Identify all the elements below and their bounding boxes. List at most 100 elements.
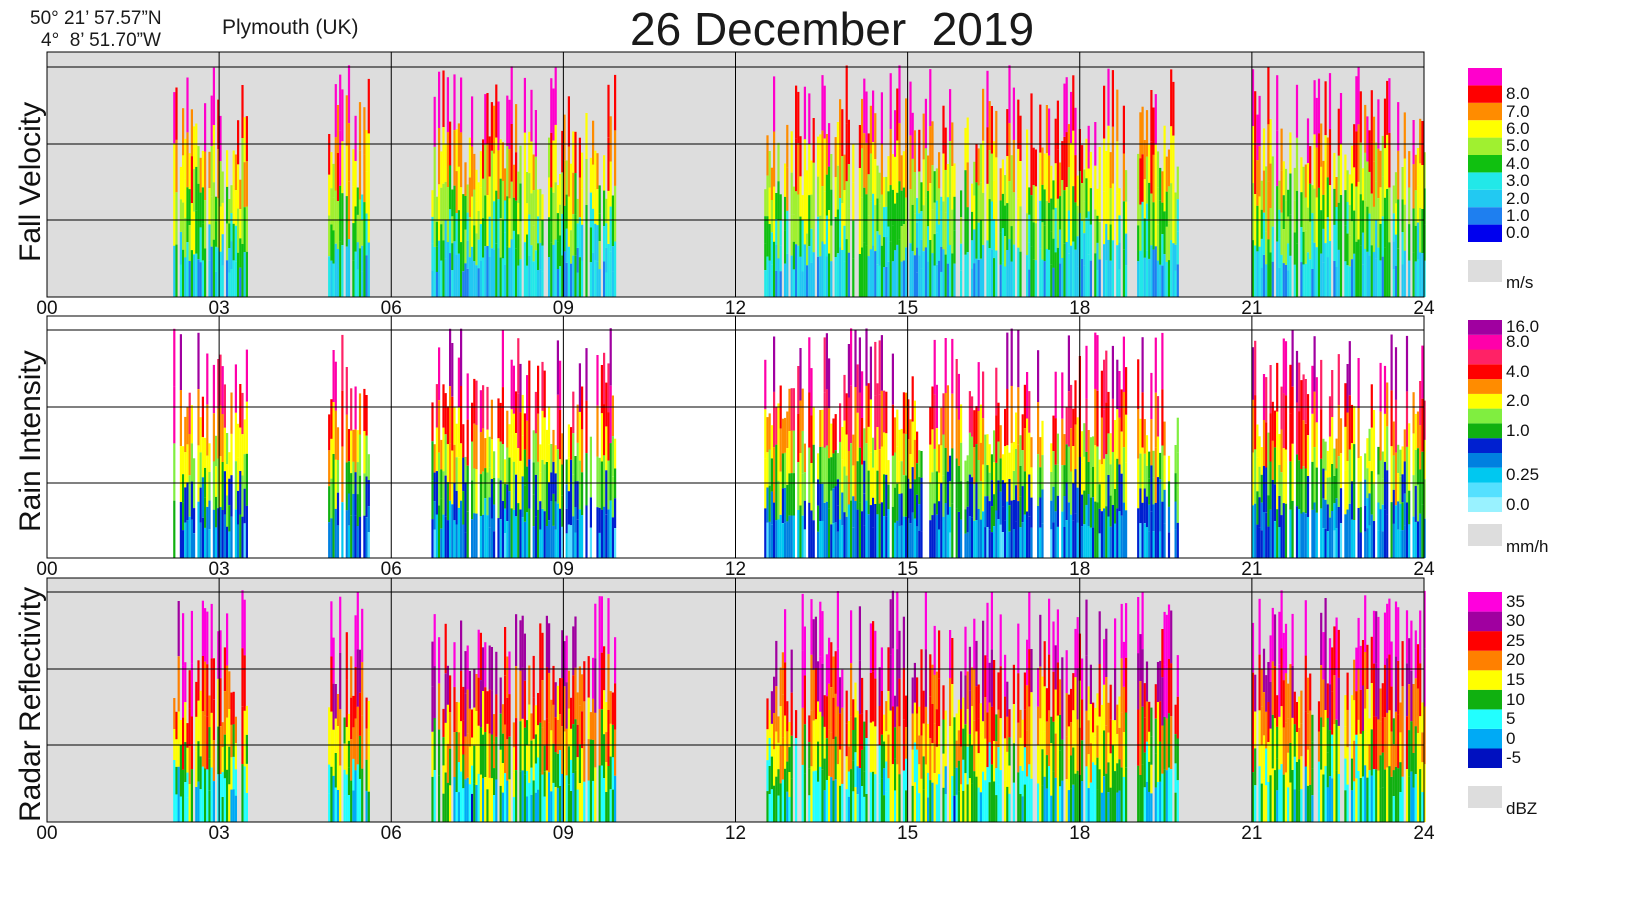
data-cell: [594, 260, 597, 297]
data-cell: [779, 667, 782, 707]
x-tick-label: 12: [724, 823, 747, 844]
data-cell: [836, 479, 839, 506]
data-cell: [339, 241, 342, 297]
data-cell: [1320, 123, 1323, 167]
data-cell: [1278, 238, 1281, 268]
data-cell: [508, 424, 511, 458]
data-cell: [898, 65, 901, 124]
data-cell: [949, 678, 952, 726]
data-cell: [1063, 83, 1066, 137]
data-cell: [495, 651, 498, 695]
data-cell: [819, 447, 822, 484]
data-cell: [1383, 247, 1387, 297]
data-cell: [598, 709, 601, 766]
data-cell: [193, 169, 196, 212]
data-cell: [1154, 246, 1157, 297]
data-cell: [861, 148, 864, 198]
data-cell: [841, 745, 844, 784]
data-cell: [565, 533, 568, 558]
data-cell: [468, 257, 471, 297]
data-cell: [581, 472, 584, 516]
data-cell: [876, 383, 879, 427]
data-cell: [1103, 138, 1106, 192]
data-cell: [446, 665, 449, 705]
data-cell: [1107, 125, 1110, 183]
data-cell: [973, 669, 976, 721]
panel-rain-intensity: [46, 315, 1502, 559]
data-cell: [1302, 374, 1305, 421]
data-cell: [949, 630, 952, 678]
data-cell: [913, 702, 916, 743]
data-cell: [499, 519, 502, 558]
data-cell: [1381, 531, 1384, 558]
data-cell: [1139, 775, 1142, 822]
data-cell: [488, 256, 491, 297]
data-cell: [993, 781, 996, 822]
data-cell: [852, 496, 855, 528]
data-cell: [1364, 531, 1367, 558]
data-cell: [208, 151, 211, 189]
data-cell: [1021, 770, 1024, 797]
data-cell: [600, 765, 603, 822]
data-cell: [188, 392, 191, 434]
data-cell: [1403, 429, 1406, 462]
data-cell: [455, 702, 458, 732]
data-cell: [909, 135, 912, 190]
data-cell: [245, 401, 248, 454]
data-cell: [188, 516, 191, 558]
data-cell: [964, 773, 967, 822]
data-cell: [1023, 747, 1026, 785]
data-cell: [1348, 449, 1351, 504]
data-cell: [1353, 124, 1356, 168]
data-cell: [896, 192, 899, 245]
data-cell: [482, 514, 485, 558]
data-cell: [1041, 676, 1044, 713]
data-cell: [894, 487, 897, 523]
data-cell: [1302, 466, 1305, 513]
data-cell: [795, 766, 798, 794]
data-cell: [245, 251, 248, 297]
data-cell: [177, 601, 180, 657]
data-cell: [823, 758, 826, 791]
data-cell: [578, 460, 581, 510]
data-cell: [1087, 526, 1090, 558]
data-cell: [1370, 636, 1373, 684]
data-cell: [609, 328, 612, 386]
data-cell: [585, 348, 588, 401]
data-cell: [206, 611, 209, 665]
data-cell: [358, 692, 362, 736]
data-cell: [332, 775, 335, 822]
data-cell: [819, 175, 822, 216]
data-cell: [1414, 413, 1417, 450]
data-cell: [1335, 617, 1338, 669]
data-cell: [1269, 461, 1272, 510]
data-cell: [817, 176, 820, 217]
x-tick-label: 09: [552, 823, 574, 844]
data-cell: [519, 363, 522, 413]
data-cell: [997, 709, 1000, 748]
data-cell: [797, 245, 800, 297]
data-cell: [605, 762, 608, 792]
data-cell: [1392, 523, 1395, 558]
data-cell: [1278, 267, 1281, 297]
data-cell: [239, 471, 242, 515]
data-cell: [1098, 184, 1101, 222]
data-cell: [334, 361, 337, 411]
data-cell: [1152, 531, 1155, 558]
data-cell: [438, 184, 441, 241]
data-cell: [1289, 132, 1292, 174]
data-cell: [1070, 245, 1073, 297]
data-cell: [453, 407, 456, 445]
data-cell: [812, 482, 815, 521]
data-cell: [1291, 386, 1294, 444]
data-cell: [823, 447, 826, 503]
data-cell: [953, 795, 956, 822]
data-cell: [1392, 213, 1395, 242]
data-cell: [330, 399, 333, 439]
data-cell: [243, 766, 246, 822]
data-cell: [1076, 452, 1079, 488]
data-cell: [902, 770, 905, 822]
data-cell: [237, 490, 240, 525]
data-cell: [878, 449, 881, 504]
data-cell: [574, 507, 577, 533]
